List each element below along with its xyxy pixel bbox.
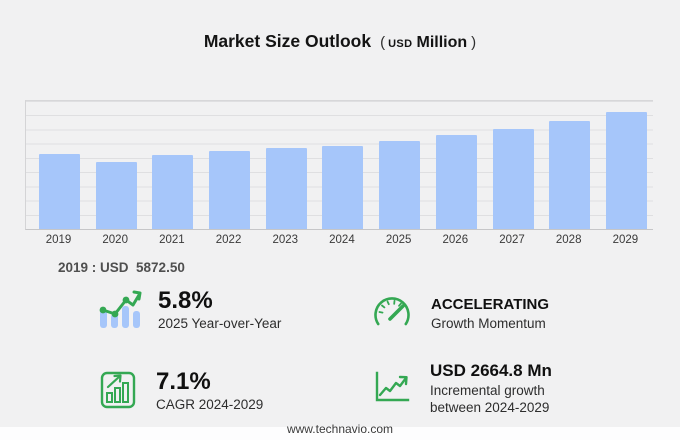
x-tick-2029: 2029 [612, 234, 639, 246]
bar-chart-plot-area [25, 100, 653, 230]
x-tick-2024: 2024 [329, 234, 355, 246]
x-tick-2025: 2025 [385, 234, 412, 246]
yoy-value: 5.8% [158, 287, 213, 315]
momentum-value: ACCELERATING [431, 296, 550, 314]
cagr-label: CAGR 2024-2029 [156, 396, 264, 412]
line-growth-icon [374, 371, 410, 408]
bar-2029 [605, 111, 647, 229]
bar-2020 [95, 162, 137, 229]
bar-2019 [39, 153, 80, 229]
stat-yoy: 5.8% 2025 Year-over-Year [97, 286, 281, 335]
gauge-icon [371, 293, 413, 336]
stat-momentum: ACCELERATING Growth Momentum [371, 293, 549, 336]
base-year-value: 2019 : USD 5872.50 [58, 260, 185, 275]
title-paren-open: ( [380, 34, 386, 51]
stat-cagr: 7.1% CAGR 2024-2029 [100, 369, 263, 414]
x-tick-2019: 2019 [45, 234, 72, 246]
momentum-label: Growth Momentum [431, 316, 546, 332]
page-title: Market Size Outlook (USD Million) [0, 31, 680, 52]
footer-url: www.technavio.com [286, 422, 394, 436]
cagr-value: 7.1% [156, 368, 211, 396]
bar-2026 [435, 135, 477, 229]
x-tick-2020: 2020 [102, 234, 128, 246]
title-main: Market Size Outlook [203, 31, 372, 51]
bar-2028 [549, 120, 591, 229]
x-tick-2026: 2026 [442, 234, 469, 246]
title-unit-million: Million [416, 34, 468, 51]
x-tick-2023: 2023 [272, 234, 299, 246]
bar-trend-icon [97, 286, 143, 335]
bar-series [26, 101, 653, 229]
title-paren-close: ) [471, 34, 477, 51]
x-tick-2021: 2021 [159, 234, 185, 246]
title-unit-usd: USD [388, 38, 413, 50]
bar-2024 [322, 145, 364, 229]
bar-2021 [152, 155, 194, 229]
x-axis-labels: 2019 2020 2021 2022 2023 2024 2025 2026 2027 2028… [25, 234, 652, 246]
bar-2022 [209, 151, 251, 229]
footer-strip [0, 427, 680, 440]
bar-growth-icon [100, 369, 136, 414]
yoy-label: 2025 Year-over-Year [158, 315, 282, 331]
x-tick-2028: 2028 [555, 234, 582, 246]
bar-2025 [379, 140, 421, 229]
x-tick-2022: 2022 [215, 234, 242, 246]
bar-2023 [265, 148, 307, 229]
stat-incremental: USD 2664.8 Mn Incremental growth between… [374, 361, 580, 417]
bar-2027 [492, 128, 534, 229]
x-tick-2027: 2027 [499, 234, 525, 246]
incremental-label: Incremental growth between 2024-2029 [430, 383, 550, 416]
incremental-value: USD 2664.8 Mn [430, 361, 552, 380]
